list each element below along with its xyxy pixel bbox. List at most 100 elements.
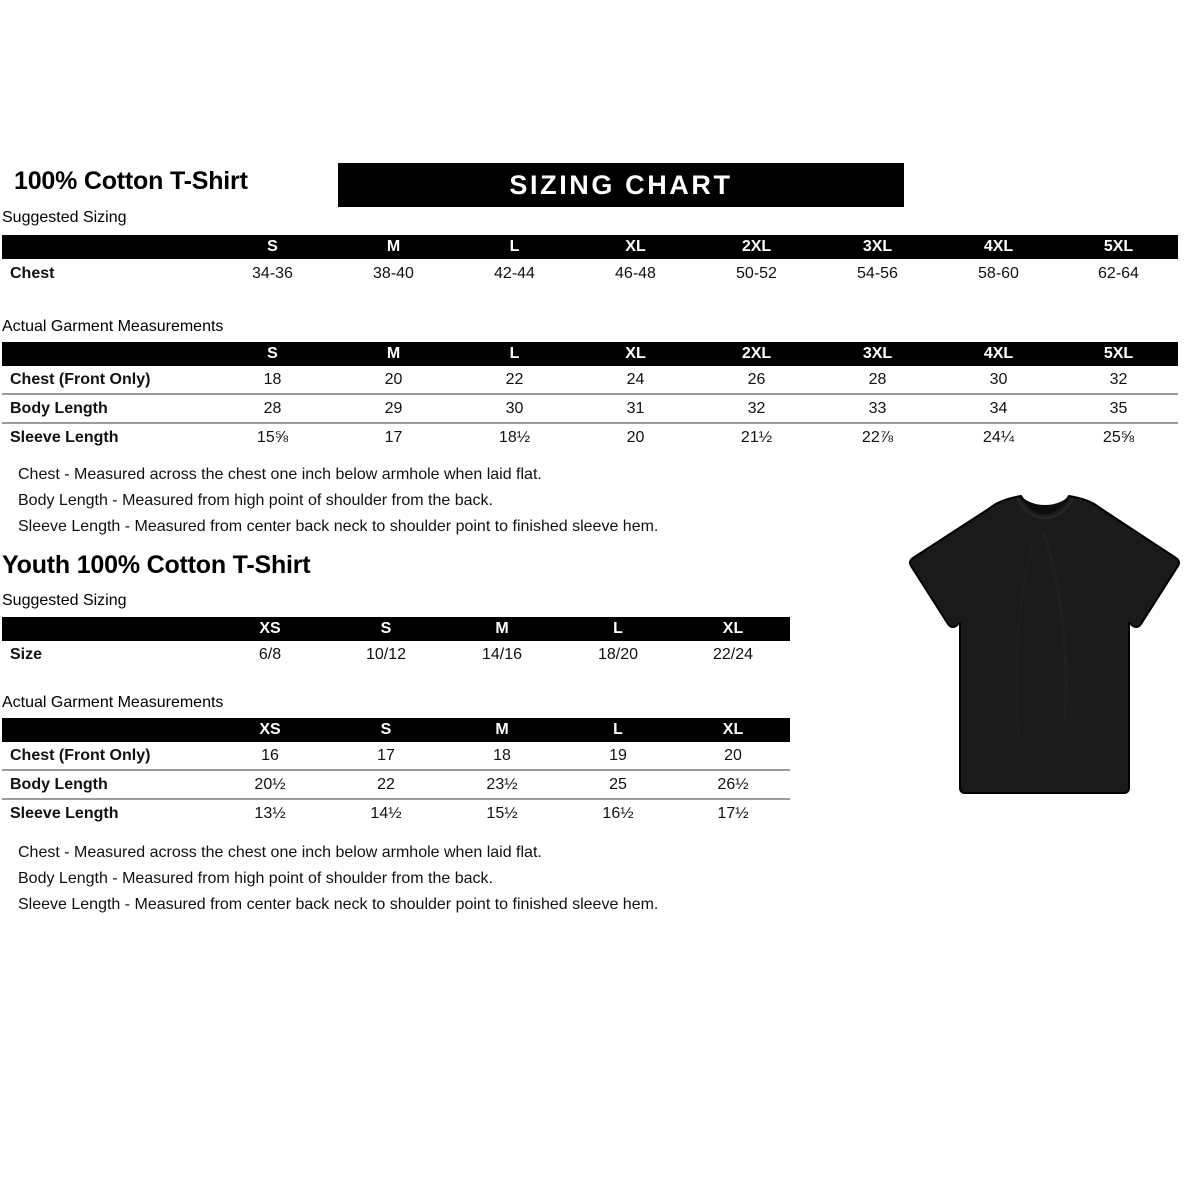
note-sleeve-length: Sleeve Length - Measured from center bac… <box>18 896 659 913</box>
cell-chest-front-s: 18 <box>263 371 282 388</box>
column-header-s: S <box>328 617 444 641</box>
cell-body-length-xl: 26½ <box>676 769 790 799</box>
corner-cell <box>2 342 212 366</box>
column-header-2xl: 2XL <box>696 235 817 259</box>
adult-measurement-notes: Chest - Measured across the chest one in… <box>18 462 658 540</box>
cell-size-s: 10/12 <box>365 646 407 663</box>
adult-actual-measurements-label: Actual Garment Measurements <box>2 318 224 335</box>
table-row: Chest (Front Only) 18 20 22 24 26 28 30 … <box>2 366 1178 394</box>
cell-chest-5xl: 62-64 <box>1098 265 1139 282</box>
column-header-4xl: 4XL <box>938 235 1059 259</box>
column-header-xl: XL <box>676 617 790 641</box>
column-header-xl: XL <box>575 342 696 366</box>
tshirt-product-image <box>893 472 1193 802</box>
cell-chest-front-3xl: 28 <box>868 371 887 388</box>
column-header-xl: XL <box>575 235 696 259</box>
column-header-2xl: 2XL <box>696 342 817 366</box>
cell-chest-front-l: 22 <box>505 371 524 388</box>
cell-chest-front-s: 17 <box>377 747 395 764</box>
cell-sleeve-length-3xl: 22⅞ <box>817 422 938 451</box>
cell-body-length-m: 29 <box>333 393 454 423</box>
cell-chest-m: 38-40 <box>373 265 414 282</box>
column-header-3xl: 3XL <box>817 342 938 366</box>
table-row: Body Length 28 29 30 31 32 33 34 35 <box>2 393 1178 423</box>
column-header-s: S <box>212 235 333 259</box>
youth-actual-measurements-table: XS S M L XL Chest (Front Only) 16 17 18 … <box>2 718 790 827</box>
cell-chest-front-2xl: 26 <box>747 371 766 388</box>
cell-sleeve-length-xl: 17½ <box>676 798 790 827</box>
cell-size-m: 14/16 <box>481 646 523 663</box>
cell-sleeve-length-5xl: 25⅝ <box>1059 422 1178 451</box>
banner-label: SIZING CHART <box>509 169 733 200</box>
cell-sleeve-length-m: 17 <box>333 422 454 451</box>
cell-sleeve-length-l: 18½ <box>454 422 575 451</box>
cell-chest-front-5xl: 32 <box>1109 371 1128 388</box>
cell-chest-2xl: 50-52 <box>736 265 777 282</box>
row-label-body-length: Body Length <box>2 393 212 423</box>
cell-body-length-xs: 20½ <box>212 769 328 799</box>
table-row: Chest 34-36 38-40 42-44 46-48 50-52 54-5… <box>2 259 1178 289</box>
cell-chest-l: 42-44 <box>494 265 535 282</box>
cell-body-length-l: 30 <box>454 393 575 423</box>
cell-body-length-5xl: 35 <box>1059 393 1178 423</box>
table-row: Chest (Front Only) 16 17 18 19 20 <box>2 742 790 770</box>
row-label-chest: Chest <box>10 265 55 282</box>
table-header-row: XS S M L XL <box>2 718 790 742</box>
cell-body-length-4xl: 34 <box>938 393 1059 423</box>
row-label-size: Size <box>10 646 43 663</box>
column-header-m: M <box>333 235 454 259</box>
note-chest: Chest - Measured across the chest one in… <box>18 844 542 861</box>
cell-chest-front-m: 20 <box>384 371 403 388</box>
sizing-chart-banner: SIZING CHART <box>338 163 904 207</box>
cell-body-length-xl: 31 <box>575 393 696 423</box>
cell-body-length-l: 25 <box>560 769 676 799</box>
column-header-l: L <box>560 718 676 742</box>
cell-body-length-s: 28 <box>212 393 333 423</box>
youth-section-title: Youth 100% Cotton T-Shirt <box>2 551 311 579</box>
page-title: 100% Cotton T-Shirt <box>14 167 248 195</box>
cell-sleeve-length-l: 16½ <box>560 798 676 827</box>
column-header-4xl: 4XL <box>938 342 1059 366</box>
column-header-m: M <box>444 718 560 742</box>
column-header-s: S <box>328 718 444 742</box>
column-header-l: L <box>454 342 575 366</box>
column-header-xs: XS <box>212 718 328 742</box>
row-label-sleeve-length: Sleeve Length <box>2 422 212 451</box>
cell-size-xl: 22/24 <box>712 646 754 663</box>
cell-body-length-3xl: 33 <box>817 393 938 423</box>
column-header-m: M <box>333 342 454 366</box>
header-row: 100% Cotton T-Shirt SIZING CHART <box>14 163 1186 211</box>
cell-chest-front-xs: 16 <box>261 747 279 764</box>
row-label-chest-front-only: Chest (Front Only) <box>10 747 151 764</box>
table-row: Body Length 20½ 22 23½ 25 26½ <box>2 769 790 799</box>
column-header-5xl: 5XL <box>1059 235 1178 259</box>
youth-actual-measurements-label: Actual Garment Measurements <box>2 694 224 711</box>
column-header-xl: XL <box>676 718 790 742</box>
cell-sleeve-length-xl: 20 <box>575 422 696 451</box>
cell-body-length-2xl: 32 <box>696 393 817 423</box>
cell-sleeve-length-xs: 13½ <box>212 798 328 827</box>
cell-sleeve-length-2xl: 21½ <box>696 422 817 451</box>
note-chest: Chest - Measured across the chest one in… <box>18 466 542 483</box>
table-header-row: S M L XL 2XL 3XL 4XL 5XL <box>2 235 1178 259</box>
cell-chest-front-xl: 24 <box>626 371 645 388</box>
table-row: Size 6/8 10/12 14/16 18/20 22/24 <box>2 641 790 668</box>
youth-measurement-notes: Chest - Measured across the chest one in… <box>18 840 658 918</box>
cell-chest-4xl: 58-60 <box>978 265 1019 282</box>
column-header-5xl: 5XL <box>1059 342 1178 366</box>
note-sleeve-length: Sleeve Length - Measured from center bac… <box>18 518 659 535</box>
adult-suggested-sizing-label: Suggested Sizing <box>2 209 127 226</box>
cell-body-length-s: 22 <box>328 769 444 799</box>
cell-chest-front-4xl: 30 <box>989 371 1008 388</box>
table-header-row: XS S M L XL <box>2 617 790 641</box>
note-body-length: Body Length - Measured from high point o… <box>18 492 493 509</box>
cell-chest-front-l: 19 <box>609 747 627 764</box>
cell-sleeve-length-s: 15⅝ <box>212 422 333 451</box>
corner-cell <box>2 617 212 641</box>
cell-chest-front-xl: 20 <box>724 747 742 764</box>
cell-chest-s: 34-36 <box>252 265 293 282</box>
youth-suggested-sizing-label: Suggested Sizing <box>2 592 127 609</box>
cell-size-l: 18/20 <box>597 646 639 663</box>
cell-chest-3xl: 54-56 <box>857 265 898 282</box>
